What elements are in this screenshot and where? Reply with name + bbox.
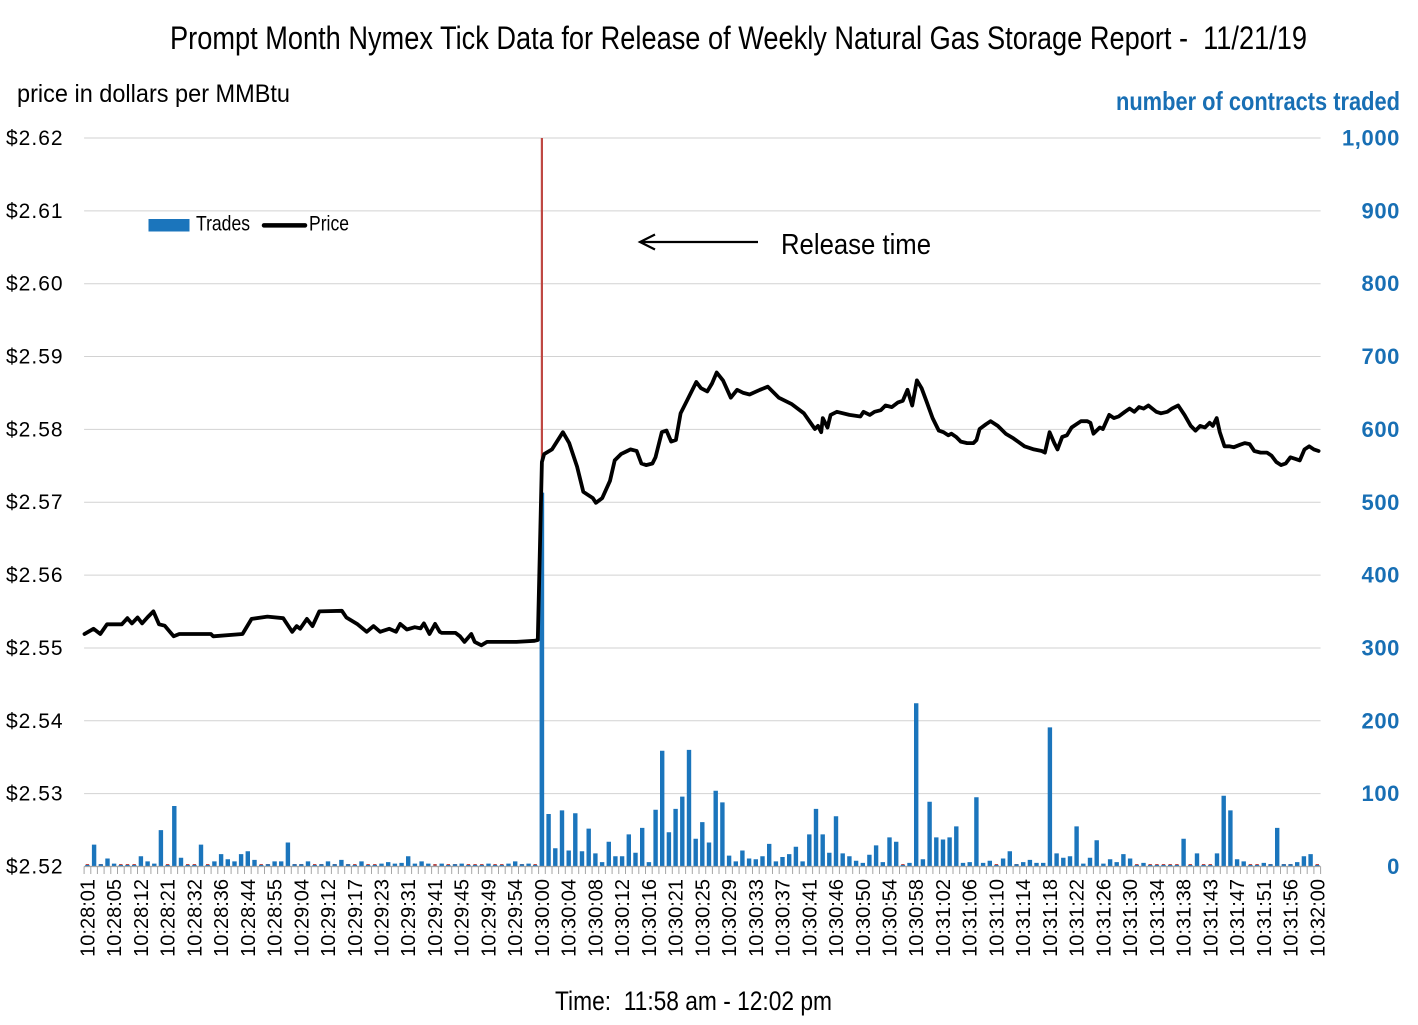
svg-text:100: 100: [1361, 781, 1400, 806]
svg-text:10:31:56: 10:31:56: [1281, 879, 1303, 957]
svg-text:Time: 11:58 am - 12:02 pm: Time: 11:58 am - 12:02 pm: [555, 986, 832, 1016]
svg-text:10:30:33: 10:30:33: [746, 879, 768, 957]
svg-text:10:31:02: 10:31:02: [933, 879, 955, 957]
svg-text:500: 500: [1361, 490, 1400, 515]
svg-text:10:31:06: 10:31:06: [960, 879, 982, 957]
svg-text:10:31:47: 10:31:47: [1227, 879, 1249, 957]
svg-text:10:31:34: 10:31:34: [1147, 879, 1169, 957]
svg-text:$2.62: $2.62: [6, 127, 64, 150]
svg-text:10:29:45: 10:29:45: [452, 879, 474, 957]
svg-text:number of contracts traded: number of contracts traded: [1116, 86, 1400, 116]
svg-text:10:31:22: 10:31:22: [1067, 879, 1089, 957]
svg-text:10:29:54: 10:29:54: [505, 879, 527, 957]
svg-text:10:30:58: 10:30:58: [906, 879, 928, 957]
svg-text:$2.56: $2.56: [6, 564, 64, 587]
svg-text:10:29:49: 10:29:49: [479, 879, 501, 957]
svg-text:10:28:36: 10:28:36: [211, 879, 233, 957]
svg-text:10:31:43: 10:31:43: [1200, 879, 1222, 957]
svg-text:Trades: Trades: [196, 213, 250, 236]
svg-text:10:28:05: 10:28:05: [104, 879, 126, 957]
svg-text:10:30:41: 10:30:41: [799, 879, 821, 957]
svg-text:10:32:00: 10:32:00: [1307, 879, 1329, 957]
svg-text:900: 900: [1361, 198, 1400, 223]
svg-text:700: 700: [1361, 344, 1400, 369]
svg-text:10:30:21: 10:30:21: [666, 879, 688, 957]
svg-text:10:31:38: 10:31:38: [1174, 879, 1196, 957]
svg-text:10:31:30: 10:31:30: [1120, 879, 1142, 957]
svg-text:0: 0: [1387, 854, 1400, 879]
svg-text:1,000: 1,000: [1342, 126, 1400, 151]
svg-text:Price: Price: [309, 213, 349, 236]
svg-text:$2.53: $2.53: [6, 783, 64, 806]
svg-text:$2.61: $2.61: [6, 200, 64, 223]
svg-text:10:30:16: 10:30:16: [639, 879, 661, 957]
svg-text:$2.60: $2.60: [6, 273, 64, 296]
svg-text:10:30:12: 10:30:12: [612, 879, 634, 957]
svg-text:Release time: Release time: [781, 229, 931, 261]
svg-text:10:28:21: 10:28:21: [158, 879, 180, 957]
svg-text:10:31:14: 10:31:14: [1013, 879, 1035, 957]
svg-text:10:29:41: 10:29:41: [425, 879, 447, 957]
svg-text:200: 200: [1361, 708, 1400, 733]
svg-text:10:29:04: 10:29:04: [291, 879, 313, 957]
svg-text:10:29:23: 10:29:23: [372, 879, 394, 957]
svg-text:10:28:32: 10:28:32: [184, 879, 206, 957]
svg-text:10:30:54: 10:30:54: [880, 879, 902, 957]
svg-text:$2.54: $2.54: [6, 710, 64, 733]
svg-text:10:29:17: 10:29:17: [345, 879, 367, 957]
svg-text:400: 400: [1361, 563, 1400, 588]
svg-text:10:31:26: 10:31:26: [1093, 879, 1115, 957]
svg-text:Prompt Month Nymex Tick Data f: Prompt Month Nymex Tick Data for Release…: [170, 20, 1307, 56]
svg-text:10:30:04: 10:30:04: [559, 879, 581, 957]
svg-text:10:29:12: 10:29:12: [318, 879, 340, 957]
svg-text:price in dollars per MMBtu: price in dollars per MMBtu: [17, 80, 290, 108]
svg-text:10:30:50: 10:30:50: [853, 879, 875, 957]
svg-text:10:30:46: 10:30:46: [826, 879, 848, 957]
svg-text:$2.59: $2.59: [6, 346, 64, 369]
svg-text:10:28:01: 10:28:01: [77, 879, 99, 957]
svg-text:10:29:31: 10:29:31: [398, 879, 420, 957]
svg-text:10:30:37: 10:30:37: [773, 879, 795, 957]
svg-text:10:28:12: 10:28:12: [131, 879, 153, 957]
svg-text:600: 600: [1361, 417, 1400, 442]
svg-text:10:31:18: 10:31:18: [1040, 879, 1062, 957]
svg-text:$2.57: $2.57: [6, 491, 64, 514]
svg-text:10:30:08: 10:30:08: [585, 879, 607, 957]
svg-text:$2.58: $2.58: [6, 418, 64, 441]
svg-text:10:28:44: 10:28:44: [238, 879, 260, 957]
svg-text:10:28:55: 10:28:55: [265, 879, 287, 957]
svg-text:10:30:00: 10:30:00: [532, 879, 554, 957]
svg-text:10:30:25: 10:30:25: [692, 879, 714, 957]
svg-text:$2.52: $2.52: [6, 856, 64, 879]
svg-text:10:31:10: 10:31:10: [986, 879, 1008, 957]
svg-text:10:30:29: 10:30:29: [719, 879, 741, 957]
svg-text:300: 300: [1361, 635, 1400, 660]
svg-text:10:31:51: 10:31:51: [1254, 879, 1276, 957]
svg-text:800: 800: [1361, 271, 1400, 296]
svg-text:$2.55: $2.55: [6, 637, 64, 660]
